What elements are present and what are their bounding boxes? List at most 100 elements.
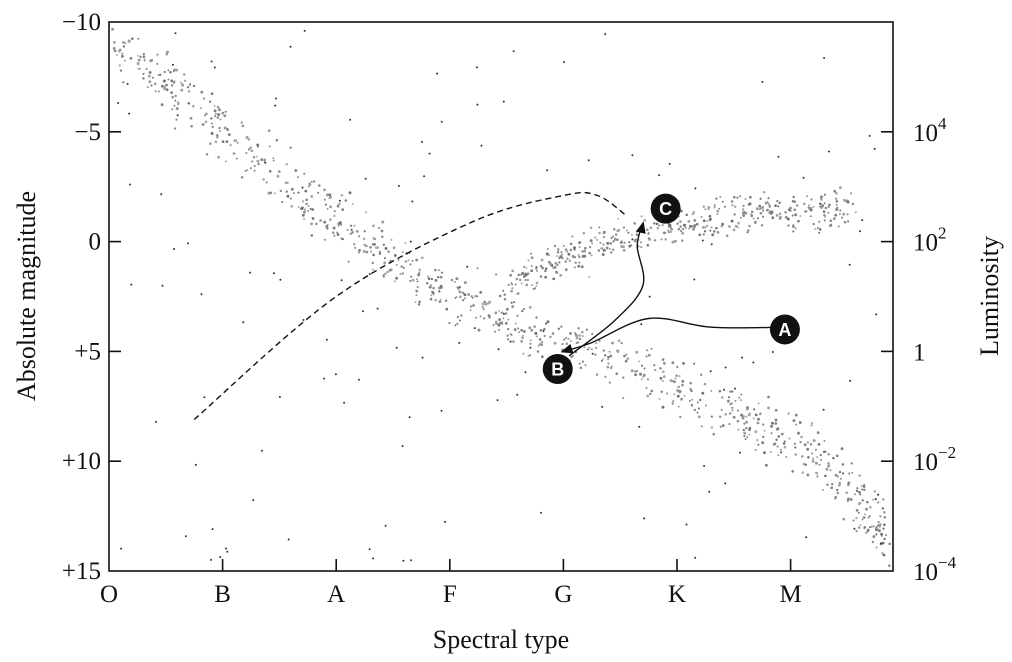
star-point xyxy=(809,443,813,446)
star-point xyxy=(440,271,444,274)
star-point xyxy=(444,299,448,303)
star-point xyxy=(786,217,790,221)
star-point xyxy=(393,280,396,283)
star-point xyxy=(614,233,618,236)
star-point xyxy=(677,227,681,231)
star-point xyxy=(863,527,866,530)
star-point xyxy=(718,389,722,393)
star-point xyxy=(539,264,543,268)
star-point xyxy=(535,266,538,269)
star-point xyxy=(709,370,712,373)
star-point xyxy=(847,483,850,487)
star-point xyxy=(553,341,557,345)
star-point xyxy=(336,204,340,208)
star-point xyxy=(349,232,352,236)
star-point xyxy=(800,435,803,439)
star-point xyxy=(669,230,672,234)
star-point xyxy=(787,412,790,415)
star-point xyxy=(795,204,799,207)
star-point xyxy=(872,525,875,528)
star-point xyxy=(529,354,532,357)
star-point xyxy=(383,257,386,260)
star-point xyxy=(865,531,868,534)
star-point xyxy=(858,491,861,494)
star-point xyxy=(679,415,682,419)
star-point xyxy=(174,32,177,35)
star-point xyxy=(548,254,551,257)
star-point xyxy=(842,517,846,521)
star-point xyxy=(498,321,502,325)
star-point xyxy=(529,339,532,342)
star-point xyxy=(504,312,508,315)
star-point xyxy=(397,258,400,261)
star-point xyxy=(795,423,798,426)
star-point xyxy=(734,225,738,228)
star-point xyxy=(518,331,521,334)
star-point xyxy=(581,360,584,363)
star-point xyxy=(482,308,485,311)
star-point xyxy=(275,139,279,142)
star-point xyxy=(653,222,656,225)
star-point xyxy=(414,301,417,304)
star-point xyxy=(467,293,471,296)
star-point xyxy=(745,408,748,411)
star-point xyxy=(583,346,586,349)
star-point xyxy=(882,498,885,501)
star-point xyxy=(851,202,855,206)
star-point xyxy=(678,391,681,394)
star-point xyxy=(740,393,743,396)
star-point xyxy=(620,342,623,345)
star-point xyxy=(598,231,601,235)
star-point xyxy=(658,397,661,400)
star-point xyxy=(776,445,779,448)
star-point xyxy=(585,328,588,331)
star-point xyxy=(326,227,329,230)
star-point xyxy=(218,126,221,130)
star-point xyxy=(788,437,791,440)
star-point xyxy=(399,273,402,276)
star-point xyxy=(455,277,459,281)
star-point xyxy=(606,241,610,245)
star-point xyxy=(353,246,357,249)
star-point xyxy=(702,233,705,236)
star-point xyxy=(265,181,268,184)
star-point xyxy=(692,211,696,214)
star-point xyxy=(415,289,419,293)
star-point xyxy=(631,154,634,157)
star-point xyxy=(494,311,498,315)
star-point xyxy=(199,107,202,110)
star-point xyxy=(647,232,650,236)
star-point xyxy=(358,378,360,381)
star-point xyxy=(595,373,599,376)
marker-label: A xyxy=(778,320,791,340)
star-point xyxy=(869,526,872,529)
star-point xyxy=(333,214,336,218)
star-point xyxy=(516,292,519,295)
star-point xyxy=(376,307,379,310)
star-point xyxy=(476,295,479,298)
star-point xyxy=(601,253,605,256)
star-point xyxy=(752,417,755,420)
star-point xyxy=(824,206,827,210)
star-point xyxy=(619,241,623,244)
star-point xyxy=(577,264,581,268)
star-point xyxy=(112,46,116,50)
star-point xyxy=(824,474,827,478)
star-point xyxy=(728,225,731,228)
marker-circle xyxy=(650,193,681,224)
star-point xyxy=(574,261,577,264)
star-point xyxy=(426,275,430,279)
star-point xyxy=(584,247,587,250)
star-point xyxy=(832,457,835,460)
marker-circle xyxy=(542,353,573,384)
star-point xyxy=(771,216,775,220)
star-point xyxy=(746,436,749,438)
star-point xyxy=(118,49,121,53)
star-point xyxy=(559,273,563,277)
star-point xyxy=(715,226,718,230)
star-point xyxy=(172,70,175,73)
star-point xyxy=(745,420,749,424)
star-point xyxy=(151,76,155,79)
star-point xyxy=(407,259,410,262)
star-point xyxy=(883,537,886,541)
